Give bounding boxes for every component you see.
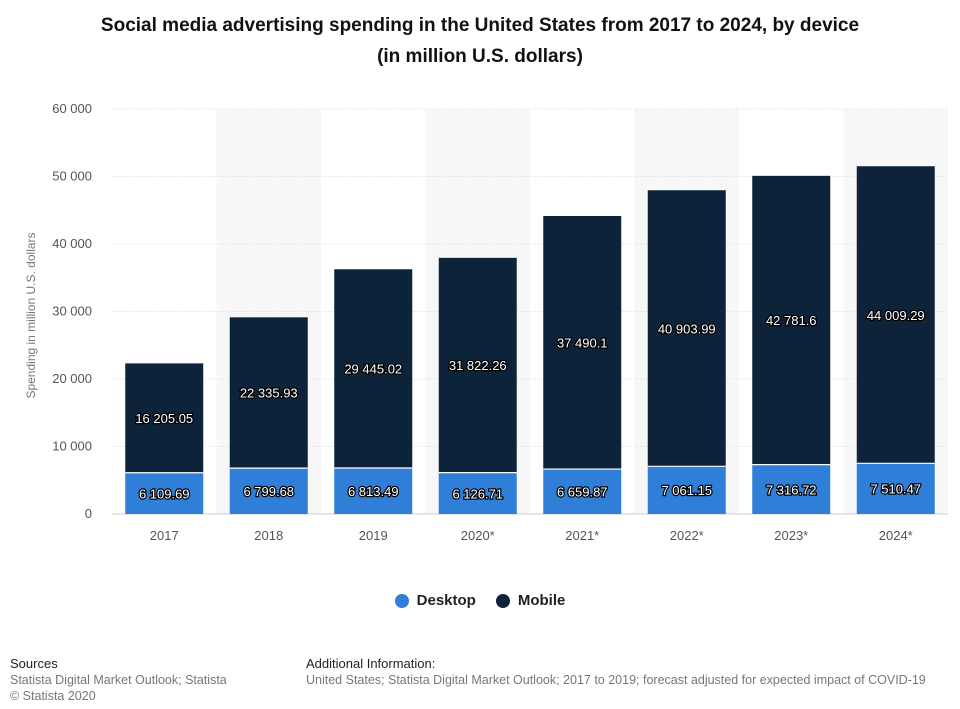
bar-mobile — [752, 175, 831, 465]
data-label-mobile: 37 490.1 — [557, 336, 608, 351]
bar-mobile — [229, 317, 308, 469]
data-label-mobile: 31 822.26 — [449, 358, 507, 373]
bar-desktop — [229, 468, 308, 514]
stacked-bar-chart: 0 10 000 20 000 30 000 40 000 50 000 60 000 Spe… — [24, 101, 948, 543]
legend-swatch-mobile — [495, 593, 510, 608]
bar-desktop — [543, 469, 622, 514]
data-label-mobile: 22 335.93 — [240, 386, 298, 401]
bar-mobile — [125, 363, 204, 473]
legend-label-desktop: Desktop — [416, 592, 476, 609]
x-tick-label: 2018 — [254, 528, 283, 543]
bar-mobile — [438, 257, 517, 473]
x-tick-label: 2020* — [461, 528, 495, 543]
title-line-2: (in million U.S. dollars) — [377, 46, 583, 67]
x-tick-label: 2022* — [670, 528, 704, 543]
y-tick-label: 10 000 — [52, 439, 92, 454]
bar-mobile — [647, 190, 726, 467]
data-label-mobile: 29 445.02 — [344, 362, 402, 377]
bar-mobile — [856, 166, 935, 464]
bar-desktop — [752, 464, 831, 514]
x-tick-label: 2021* — [565, 528, 599, 543]
y-tick-label: 60 000 — [52, 101, 92, 116]
data-label-desktop: 7 510.47 — [870, 482, 921, 497]
data-label-desktop: 6 659.87 — [557, 485, 608, 500]
title-line-1: Social media advertising spending in the… — [100, 15, 860, 36]
legend-swatch-desktop — [394, 593, 409, 608]
additional-info-block: Additional Information: United States; S… — [306, 656, 926, 688]
sources-block: Sources Statista Digital Market Outlook;… — [10, 656, 227, 704]
y-axis-title: Spending in million U.S. dollars — [24, 232, 38, 398]
x-tick-label: 2023* — [774, 528, 808, 543]
legend-item-desktop[interactable]: Desktop — [394, 592, 476, 609]
bar-desktop — [125, 472, 204, 514]
data-label-desktop: 6 126.71 — [452, 486, 503, 501]
data-label-desktop: 7 316.72 — [766, 482, 817, 497]
copyright-text: © Statista 2020 — [10, 689, 96, 703]
additional-info-heading: Additional Information: — [306, 656, 436, 671]
sources-heading: Sources — [10, 656, 58, 671]
bar-desktop — [334, 468, 413, 514]
chart-title: Social media advertising spending in the… — [0, 10, 960, 72]
bar-mobile — [334, 269, 413, 469]
data-label-desktop: 6 109.69 — [139, 486, 190, 501]
y-tick-label: 50 000 — [52, 169, 92, 184]
data-label-desktop: 7 061.15 — [661, 483, 712, 498]
data-label-mobile: 40 903.99 — [658, 321, 716, 336]
legend-label-mobile: Mobile — [517, 592, 566, 609]
y-tick-label: 40 000 — [52, 236, 92, 251]
x-tick-label: 2019 — [359, 528, 388, 543]
y-tick-label: 20 000 — [52, 371, 92, 386]
additional-info-text: United States; Statista Digital Market O… — [306, 673, 926, 687]
sources-text[interactable]: Statista Digital Market Outlook; Statist… — [10, 673, 227, 687]
data-label-mobile: 44 009.29 — [867, 308, 925, 323]
data-label-mobile: 42 781.6 — [766, 313, 817, 328]
x-tick-label: 2017 — [150, 528, 179, 543]
y-tick-label: 30 000 — [52, 304, 92, 319]
bar-desktop — [647, 466, 726, 514]
bar-desktop — [438, 472, 517, 514]
chart-legend: Desktop Mobile — [0, 592, 960, 609]
bar-mobile — [543, 215, 622, 470]
data-label-mobile: 16 205.05 — [135, 411, 193, 426]
legend-item-mobile[interactable]: Mobile — [495, 592, 566, 609]
y-tick-label: 0 — [85, 506, 92, 521]
data-label-desktop: 6 799.68 — [243, 484, 294, 499]
data-label-desktop: 6 813.49 — [348, 484, 399, 499]
bar-desktop — [856, 463, 935, 514]
x-tick-label: 2024* — [879, 528, 913, 543]
